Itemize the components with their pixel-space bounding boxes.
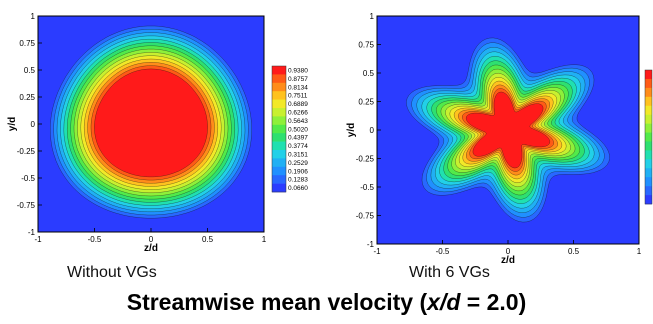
- y-tick-label: 0.25: [358, 98, 374, 107]
- legend-swatch: [645, 159, 652, 169]
- legend-swatch: [645, 123, 652, 133]
- y-tick-label: 0.5: [24, 66, 36, 75]
- legend-swatch: [272, 108, 286, 117]
- legend-level-label: 0.3774: [288, 143, 308, 150]
- legend-swatch: [272, 74, 286, 84]
- figure-title-variable: x/d: [427, 289, 461, 315]
- legend-swatch: [272, 175, 286, 184]
- y-axis-ticks: 1 0.75 0.5 0.25 0 -0.25 -0.5 -0.75 -1: [17, 12, 42, 237]
- legend-swatch: [272, 141, 286, 151]
- legend-swatch: [272, 166, 286, 176]
- legend-swatch: [272, 116, 286, 126]
- y-tick-label: -0.75: [17, 201, 36, 210]
- legend-level-label: 0.5643: [288, 118, 308, 125]
- legend-level-label: 0.1906: [288, 168, 308, 175]
- legend-swatch: [272, 158, 286, 168]
- legend-border: [271, 65, 287, 193]
- legend-swatch: [645, 78, 652, 89]
- legend-level-label: 0.5020: [288, 126, 308, 133]
- x-axis-ticks: -1 -0.5 0 0.5 1: [34, 228, 267, 244]
- legend-swatch: [272, 66, 286, 75]
- x-tick-label: 1: [637, 247, 642, 256]
- y-tick-label: 1: [31, 12, 36, 21]
- velocity-contour-field: [38, 16, 264, 232]
- x-tick-label: -0.5: [88, 235, 102, 244]
- legend-swatch: [272, 150, 286, 159]
- x-tick-label: 0: [506, 247, 511, 256]
- figure-title-prefix: Streamwise mean velocity (: [126, 289, 428, 315]
- figure-title: Streamwise mean velocity (x/d = 2.0): [0, 289, 653, 316]
- legend-swatch: [645, 150, 652, 160]
- x-tick-label: 1: [262, 235, 267, 244]
- contour-band: [94, 68, 208, 178]
- legend-level-label: 0.6266: [288, 109, 308, 116]
- legend-level-label: 0.8134: [288, 84, 308, 91]
- legend-swatch: [272, 91, 286, 100]
- x-tick-label: 0: [149, 235, 154, 244]
- legend-level-label: 0.1283: [288, 177, 308, 184]
- y-tick-label: -1: [28, 228, 36, 237]
- contour-plot-without-vgs: -1 -0.5 0 0.5 1 1 0.75 0.5 0.25 0 -0.25 -0.5 -0.75 -…: [7, 12, 308, 254]
- y-tick-label: 0.75: [19, 39, 35, 48]
- legend-swatch: [272, 82, 286, 92]
- x-axis-label: z/d: [501, 255, 515, 266]
- y-tick-label: 1: [370, 12, 375, 21]
- legend-level-label: 0.2529: [288, 160, 308, 167]
- legend-swatch: [645, 168, 652, 178]
- y-axis-label: y/d: [346, 123, 357, 137]
- legend-level-label: 0.4397: [288, 135, 308, 142]
- legend-swatch: [645, 96, 652, 107]
- legend-level-label: 0.6889: [288, 101, 308, 108]
- contour-band: [465, 91, 551, 169]
- y-tick-label: 0.25: [19, 93, 35, 102]
- x-tick-label: 0.5: [568, 247, 580, 256]
- x-tick-label: -1: [34, 235, 42, 244]
- y-tick-label: 0: [370, 126, 375, 135]
- x-tick-label: 0.5: [202, 235, 214, 244]
- y-tick-label: -0.75: [356, 212, 375, 221]
- x-axis-label: z/d: [144, 243, 158, 254]
- legend-level-label: 0.9380: [288, 67, 308, 74]
- legend-swatch: [645, 105, 652, 115]
- legend-level-label: 0.0660: [288, 185, 308, 192]
- figure-title-suffix: = 2.0): [460, 289, 527, 315]
- y-tick-label: 0: [31, 120, 36, 129]
- legend-swatch: [272, 133, 286, 142]
- legend-swatch: [645, 70, 652, 80]
- y-tick-label: -1: [367, 240, 375, 249]
- legend-swatch: [645, 87, 652, 98]
- y-tick-label: 0.75: [358, 41, 374, 50]
- legend-border: [644, 69, 653, 205]
- legend-swatch: [645, 186, 652, 196]
- legend-swatch: [645, 141, 652, 151]
- legend-level-label: 0.8757: [288, 76, 308, 83]
- legend-level-label: 0.7511: [288, 93, 308, 100]
- legend-swatch: [645, 114, 652, 124]
- y-axis-ticks: 1 0.75 0.5 0.25 0 -0.25 -0.5 -0.75 -1: [356, 12, 381, 249]
- y-tick-label: 0.5: [363, 69, 375, 78]
- y-tick-label: -0.5: [21, 174, 35, 183]
- caption-with-6-vgs: With 6 VGs: [409, 264, 490, 281]
- caption-without-vgs: Without VGs: [67, 264, 157, 281]
- color-legend: 0.93800.87570.81340.75110.68890.62660.56…: [644, 69, 653, 205]
- y-tick-label: -0.25: [356, 155, 375, 164]
- y-axis-label: y/d: [7, 117, 18, 131]
- x-tick-label: -0.5: [436, 247, 450, 256]
- contour-plot-with-6-vgs: -1 -0.5 0 0.5 1 1 0.75 0.5 0.25 0 -0.25 -0.5 -0.75 -…: [346, 12, 653, 266]
- y-tick-label: -0.25: [17, 147, 36, 156]
- y-tick-label: -0.5: [360, 183, 374, 192]
- legend-swatch: [272, 183, 286, 193]
- legend-swatch: [645, 132, 652, 142]
- legend-swatch: [645, 177, 652, 187]
- legend-level-label: 0.3151: [288, 151, 308, 158]
- velocity-contour-field: [377, 16, 639, 244]
- x-axis-ticks: -1 -0.5 0 0.5 1: [373, 240, 642, 256]
- x-tick-label: -1: [373, 247, 381, 256]
- legend-swatch: [272, 124, 286, 134]
- legend-swatch: [645, 195, 652, 205]
- legend-swatch: [272, 99, 286, 109]
